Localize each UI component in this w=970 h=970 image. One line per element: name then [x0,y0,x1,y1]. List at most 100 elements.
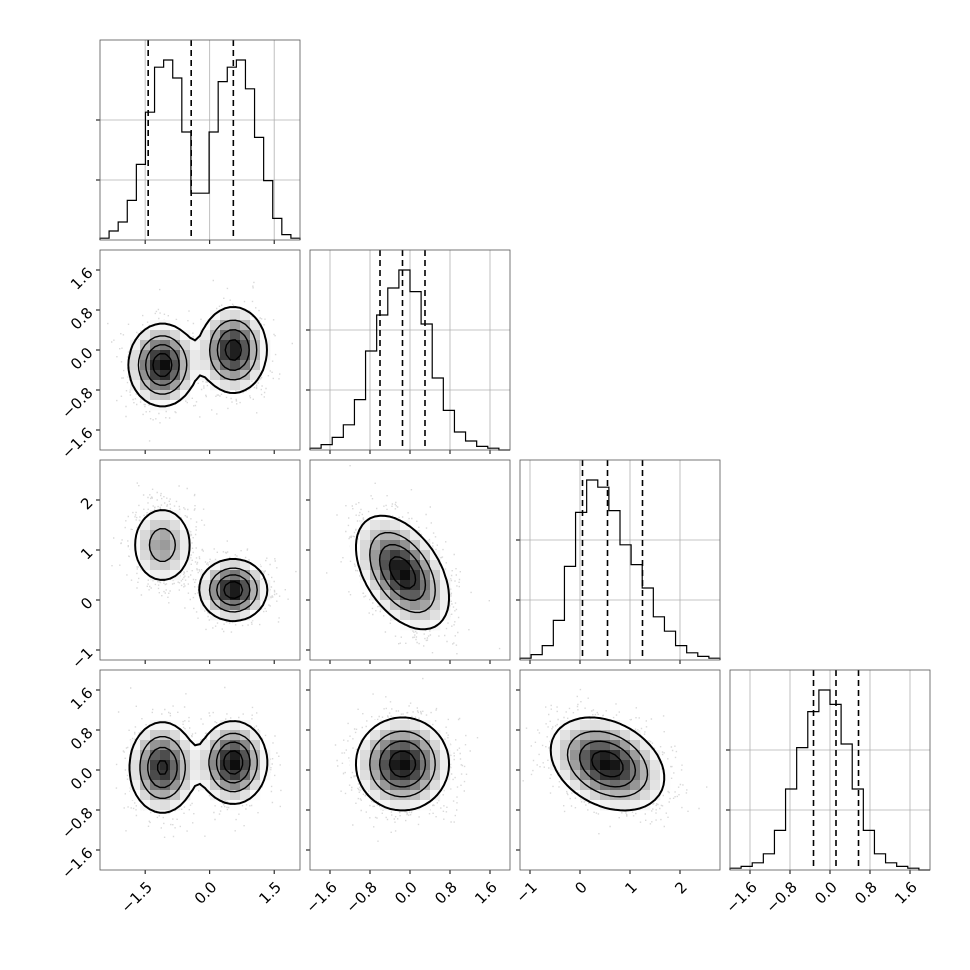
density-cell [590,720,601,731]
panel-frame [99,249,301,451]
density-cell [210,750,221,761]
density-cell [640,790,651,801]
density-cell [410,780,421,791]
panel-content [107,279,293,442]
density-cell [390,520,401,531]
density-cell [410,750,421,761]
density-cell [360,540,371,551]
density-cell [430,780,441,791]
histogram-panel-2 [516,459,721,664]
density-cell [170,520,181,531]
density-cell [230,340,241,351]
density-cell [580,790,591,801]
density-cell [440,600,451,611]
density-cell [620,800,631,811]
density-cell [150,330,161,341]
density-cell [410,530,421,541]
density-cell [360,750,371,761]
contour-line [147,741,251,789]
density-cell [160,730,171,741]
density-cell [370,730,381,741]
density-cell [400,720,411,731]
density-cell [250,330,261,341]
density-cell [170,370,181,381]
density-cell [160,350,171,361]
density-cell [170,730,181,741]
x-tick-label: −0.8 [762,878,800,916]
density-cell [570,750,581,761]
density-cell [590,730,601,741]
density-cell [370,530,381,541]
density-cell [240,560,251,571]
density-cell [400,580,411,591]
histogram-step [519,479,721,660]
density-cell [140,350,151,361]
density-cell [190,760,201,771]
density-cell [130,760,141,771]
density-cell [400,750,411,761]
density-cell [220,340,231,351]
density-cell [570,740,581,751]
density-cell [370,750,381,761]
density-cell [580,760,591,771]
density-cell [420,610,431,621]
density-cell [140,530,151,541]
density-cell [440,590,451,601]
panel-frame [519,669,721,871]
density-cell [390,790,401,801]
density-cell [220,570,231,581]
density-cell [240,380,251,391]
contour-line [378,543,427,602]
density-cell [420,720,431,731]
contour-line [591,750,624,778]
density-cell [630,740,641,751]
density-cell [580,750,591,761]
density-cell [430,620,441,631]
density-cell [620,750,631,761]
density-cell [170,350,181,361]
panel-frame [729,669,931,871]
density-cell [360,570,371,581]
density-cell [190,750,201,761]
density-cell [630,790,641,801]
contour-line [223,581,244,599]
density-cell [240,730,251,741]
density-cell [400,520,411,531]
density-cell [350,550,361,561]
contour-line [388,556,417,589]
density-cell [590,750,601,761]
density-cell [420,590,431,601]
density-cell [210,790,221,801]
density-cell [200,750,211,761]
density-cell [220,770,231,781]
density-cell [170,560,181,571]
density-cell [420,790,431,801]
y-tick-label: 0 [77,594,96,613]
density-cell [600,720,611,731]
density-cell [160,540,171,551]
density-cell [130,360,141,371]
density-cell [390,730,401,741]
density-cell [430,600,441,611]
density-cell [550,750,561,761]
density-cell [240,360,251,371]
density-cell [420,560,431,571]
density-cell [630,780,641,791]
density-cell [220,760,231,771]
density-cell [390,760,401,771]
density-cell [250,610,261,621]
density-cell [170,780,181,791]
density-cell [230,740,241,751]
contour-line [156,750,244,775]
density-cell [200,340,211,351]
density-cell [160,780,171,791]
density-cell [240,600,251,611]
density-cell [230,750,241,761]
density-cell [230,330,241,341]
panel-frame [99,39,301,241]
density-cell [410,620,421,631]
density-cell [360,760,371,771]
density-cell [380,770,391,781]
density-cell [250,350,261,361]
density-cell [380,520,391,531]
